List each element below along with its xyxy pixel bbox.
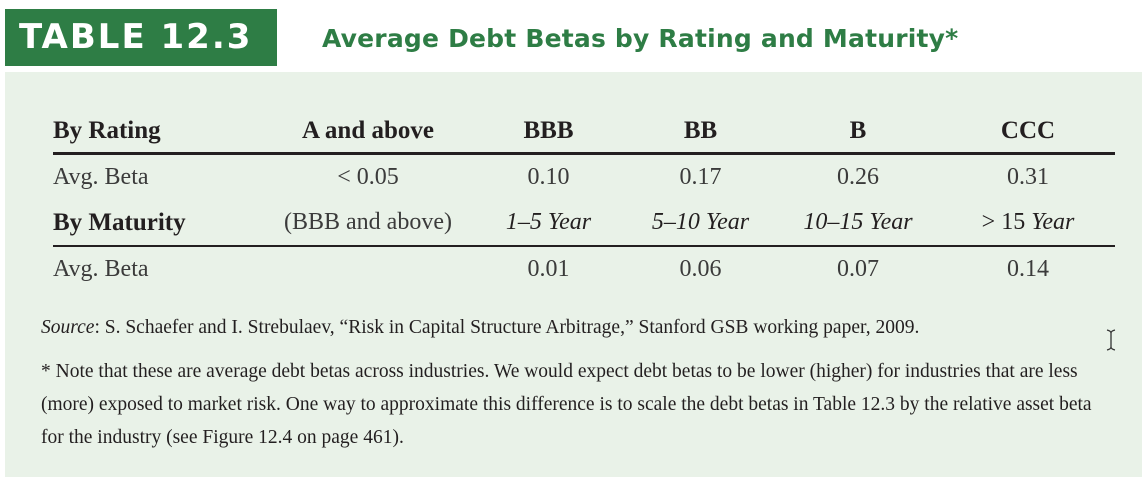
footnote: * Note that these are average debt betas… bbox=[41, 361, 1092, 448]
table-cell: 0.10 bbox=[527, 164, 570, 190]
greater-than-15: > 15 bbox=[981, 209, 1026, 235]
table-cell: 0.31 bbox=[1007, 164, 1049, 190]
rating-col-ccc: CCC bbox=[941, 110, 1115, 155]
debt-beta-table: By Rating A and above BBB BB B CCC Avg. … bbox=[53, 110, 1115, 292]
rating-col-a-and-above: A and above bbox=[265, 110, 471, 155]
table-cell: 0.06 bbox=[679, 256, 722, 282]
maturity-beta-row: Avg. Beta 0.01 0.06 0.07 0.14 bbox=[53, 246, 1115, 292]
table-cell: 0.01 bbox=[527, 256, 570, 282]
source-label: Source bbox=[41, 317, 95, 338]
table-cell: 0.07 bbox=[837, 256, 879, 282]
text-cursor-icon bbox=[1106, 329, 1116, 351]
rating-beta-row: Avg. Beta < 0.05 0.10 0.17 0.26 0.31 bbox=[53, 154, 1115, 201]
maturity-col-5-10: 5–10 Year bbox=[626, 200, 775, 247]
maturity-header-row: By Maturity (BBB and above) 1–5 Year 5–1… bbox=[53, 200, 1115, 247]
row-label: Avg. Beta bbox=[53, 256, 149, 282]
maturity-header-label: By Maturity bbox=[53, 200, 265, 247]
row-label: Avg. Beta bbox=[53, 164, 149, 190]
rating-col-bb: BB bbox=[626, 110, 775, 155]
source-citation: Source: S. Schaefer and I. Strebulaev, “… bbox=[41, 317, 919, 339]
maturity-col-note: (BBB and above) bbox=[265, 200, 471, 247]
table-cell bbox=[265, 246, 471, 292]
table-header: TABLE 12.3 Average Debt Betas by Rating … bbox=[0, 0, 1147, 72]
table-cell: 0.17 bbox=[679, 164, 722, 190]
maturity-col-over-15: > 15 Year bbox=[941, 200, 1115, 247]
table-number-label: TABLE 12.3 bbox=[5, 9, 277, 66]
year-text: Year bbox=[1031, 209, 1075, 235]
table-cell: < 0.05 bbox=[337, 164, 399, 190]
rating-header-row: By Rating A and above BBB BB B CCC bbox=[53, 110, 1115, 155]
table-title: Average Debt Betas by Rating and Maturit… bbox=[322, 24, 959, 53]
rating-header-label: By Rating bbox=[53, 110, 265, 155]
table-cell: 0.26 bbox=[837, 164, 879, 190]
table-panel: By Rating A and above BBB BB B CCC Avg. … bbox=[5, 72, 1142, 477]
table-cell: 0.14 bbox=[1007, 256, 1049, 282]
source-text: : S. Schaefer and I. Strebulaev, “Risk i… bbox=[94, 317, 920, 338]
maturity-col-10-15: 10–15 Year bbox=[775, 200, 941, 247]
rating-col-b: B bbox=[775, 110, 941, 155]
rating-col-bbb: BBB bbox=[471, 110, 626, 155]
maturity-col-1-5: 1–5 Year bbox=[471, 200, 626, 247]
